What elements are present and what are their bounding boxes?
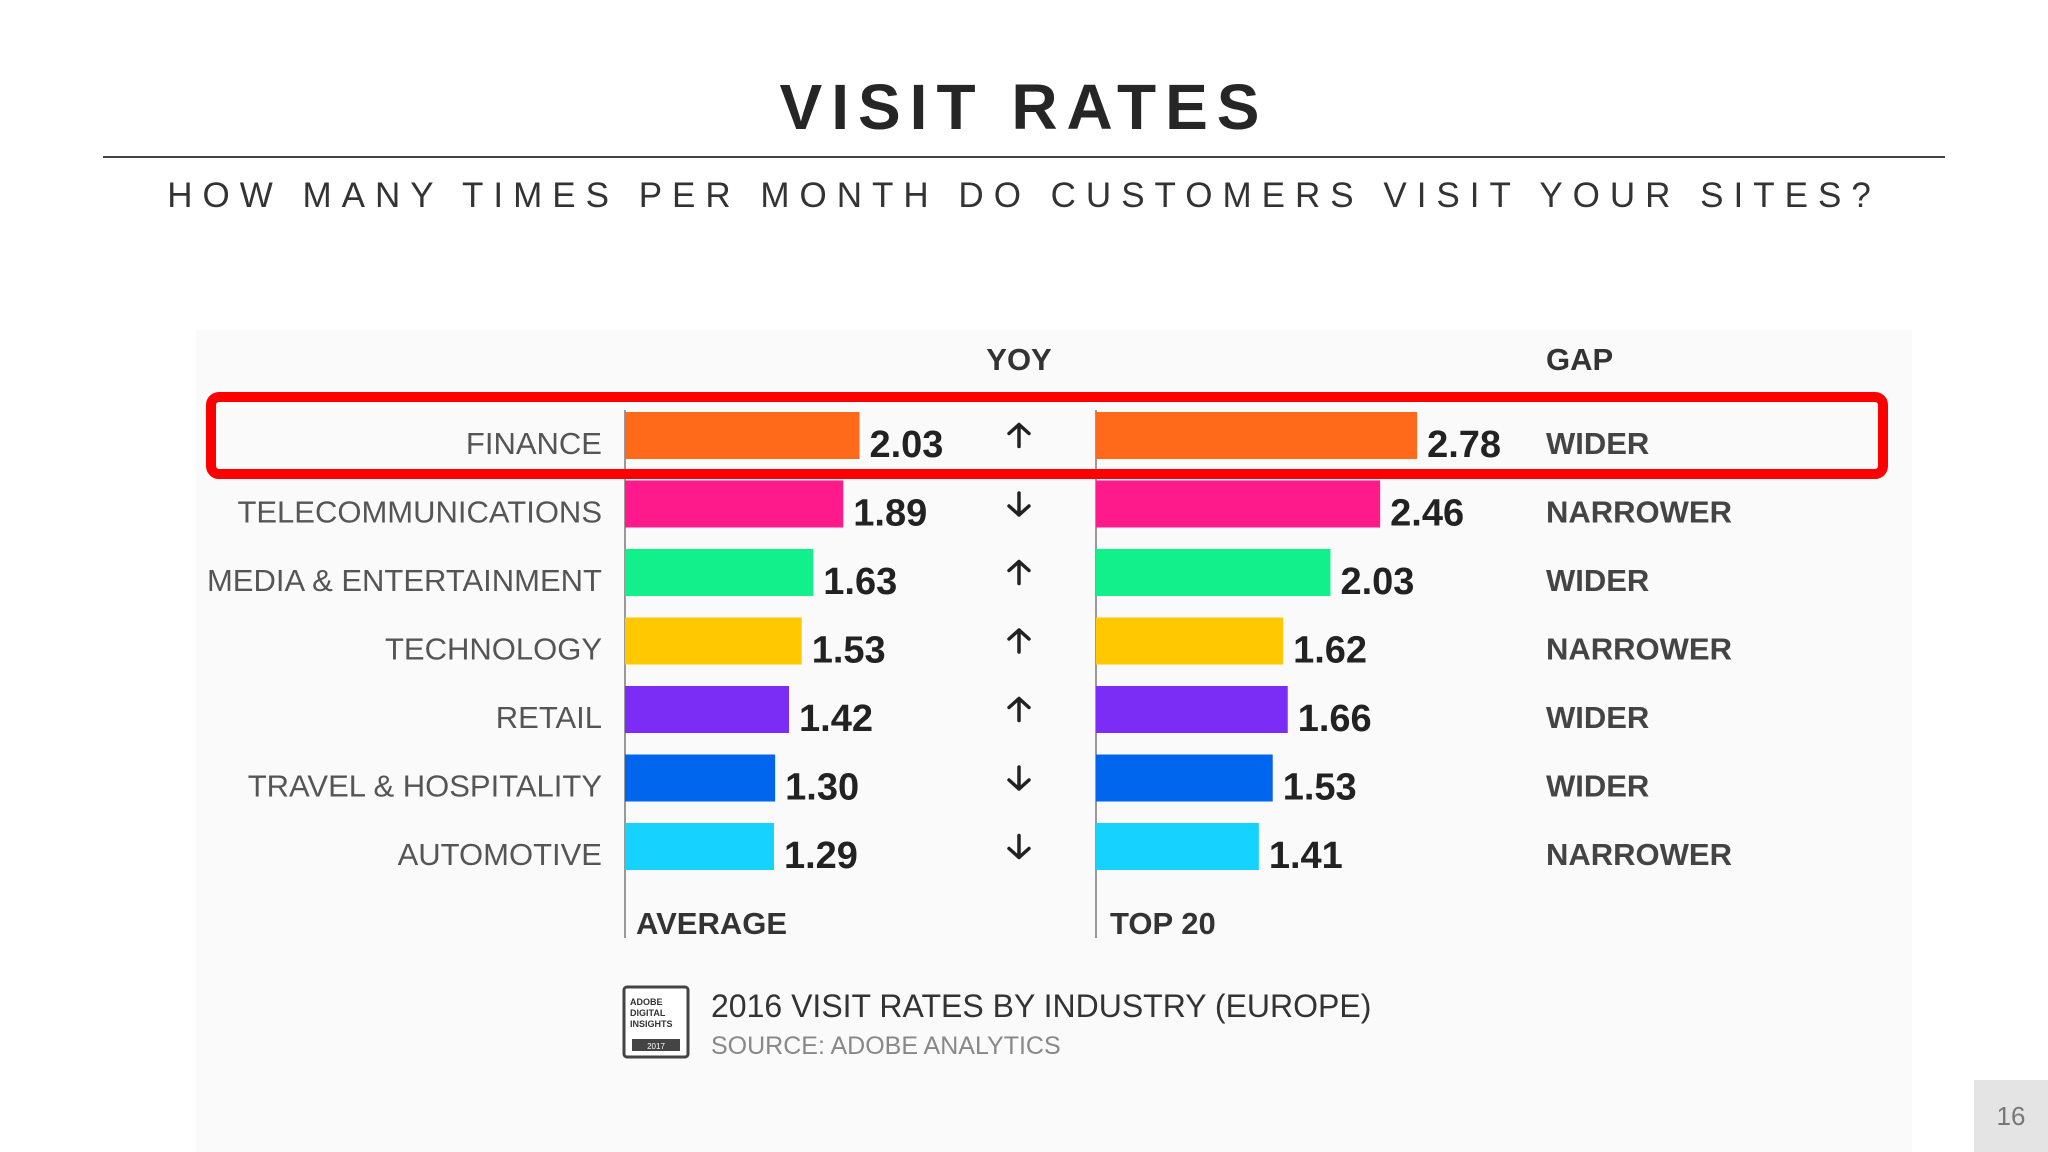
top20-bar-telecommunications [1096, 480, 1381, 528]
category-label-retail: RETAIL [496, 700, 602, 735]
average-value-technology: 1.53 [812, 630, 886, 672]
top20-value-technology: 1.62 [1293, 630, 1367, 672]
arrow-down-icon-automotive [1007, 833, 1031, 860]
average-bar-finance [625, 412, 860, 459]
average-bar-automotive [625, 823, 774, 870]
gap-label-media-and-entertainment: WIDER [1546, 563, 1649, 598]
chart-panel: YOY GAP FINANCE 2.03 2.78 WIDER TELECOMMUNIC… [196, 330, 1912, 1152]
chart-title: 2016 VISIT RATES BY INDUSTRY (EUROPE) [711, 988, 1371, 1024]
average-bar-retail [625, 686, 790, 733]
arrow-down-icon-travel-and-hospitality [1007, 765, 1031, 791]
top20-axis-label: TOP 20 [1110, 906, 1216, 941]
top20-value-telecommunications: 2.46 [1390, 493, 1464, 535]
slide-title: VISIT RATES [779, 71, 1269, 143]
badge-line-3: INSIGHTS [630, 1019, 673, 1029]
chart-source: SOURCE: ADOBE ANALYTICS [711, 1032, 1061, 1060]
gap-label-telecommunications: NARROWER [1546, 495, 1732, 530]
average-axis-label: AVERAGE [636, 906, 787, 941]
top20-value-travel-and-hospitality: 1.53 [1283, 767, 1357, 809]
top20-bar-automotive [1096, 823, 1259, 870]
category-label-automotive: AUTOMOTIVE [398, 837, 602, 872]
top20-bar-travel-and-hospitality [1096, 754, 1273, 802]
top20-value-automotive: 1.41 [1269, 835, 1343, 877]
top20-value-finance: 2.78 [1427, 424, 1501, 466]
top20-value-retail: 1.66 [1298, 698, 1372, 740]
visit-rates-chart: YOY GAP FINANCE 2.03 2.78 WIDER TELECOMMUNIC… [206, 342, 1888, 1060]
category-label-telecommunications: TELECOMMUNICATIONS [237, 495, 602, 530]
top20-value-media-and-entertainment: 2.03 [1340, 561, 1414, 603]
gap-label-travel-and-hospitality: WIDER [1546, 769, 1649, 804]
gap-label-retail: WIDER [1546, 700, 1649, 735]
page-number: 16 [1974, 1080, 2048, 1152]
top20-bar-technology [1096, 617, 1284, 665]
yoy-column-header: YOY [986, 342, 1052, 377]
average-value-travel-and-hospitality: 1.30 [785, 767, 859, 809]
gap-label-automotive: NARROWER [1546, 837, 1732, 872]
top20-bar-media-and-entertainment [1096, 549, 1331, 596]
title-divider [103, 156, 1945, 158]
category-label-finance: FINANCE [466, 426, 602, 461]
arrow-up-icon-finance [1007, 422, 1031, 449]
average-bar-technology [625, 617, 802, 665]
category-label-media-and-entertainment: MEDIA & ENTERTAINMENT [207, 563, 602, 598]
average-value-retail: 1.42 [799, 698, 873, 740]
category-label-travel-and-hospitality: TRAVEL & HOSPITALITY [248, 769, 602, 804]
average-bar-telecommunications [625, 480, 844, 528]
arrow-down-icon-telecommunications [1007, 491, 1031, 517]
badge-line-1: ADOBE [630, 997, 663, 1007]
average-value-telecommunications: 1.89 [853, 493, 927, 535]
average-bar-travel-and-hospitality [625, 754, 776, 802]
gap-label-finance: WIDER [1546, 426, 1649, 461]
average-value-media-and-entertainment: 1.63 [823, 561, 897, 603]
average-bar-media-and-entertainment [625, 549, 814, 596]
arrow-up-icon-media-and-entertainment [1007, 559, 1031, 586]
slide-subtitle: HOW MANY TIMES PER MONTH DO CUSTOMERS VI… [167, 176, 1881, 215]
gap-column-header: GAP [1546, 342, 1613, 377]
arrow-up-icon-retail [1007, 696, 1031, 723]
top20-bar-finance [1096, 412, 1418, 459]
average-value-finance: 2.03 [869, 424, 943, 466]
average-value-automotive: 1.29 [784, 835, 858, 877]
highlight-frame [206, 392, 1888, 479]
arrow-up-icon-technology [1007, 628, 1031, 654]
badge-year: 2017 [647, 1042, 665, 1051]
category-label-technology: TECHNOLOGY [385, 632, 602, 667]
gap-label-technology: NARROWER [1546, 632, 1732, 667]
source-badge: ADOBE DIGITAL INSIGHTS 2017 [622, 985, 690, 1059]
top20-bar-retail [1096, 686, 1288, 733]
badge-line-2: DIGITAL [630, 1008, 666, 1018]
